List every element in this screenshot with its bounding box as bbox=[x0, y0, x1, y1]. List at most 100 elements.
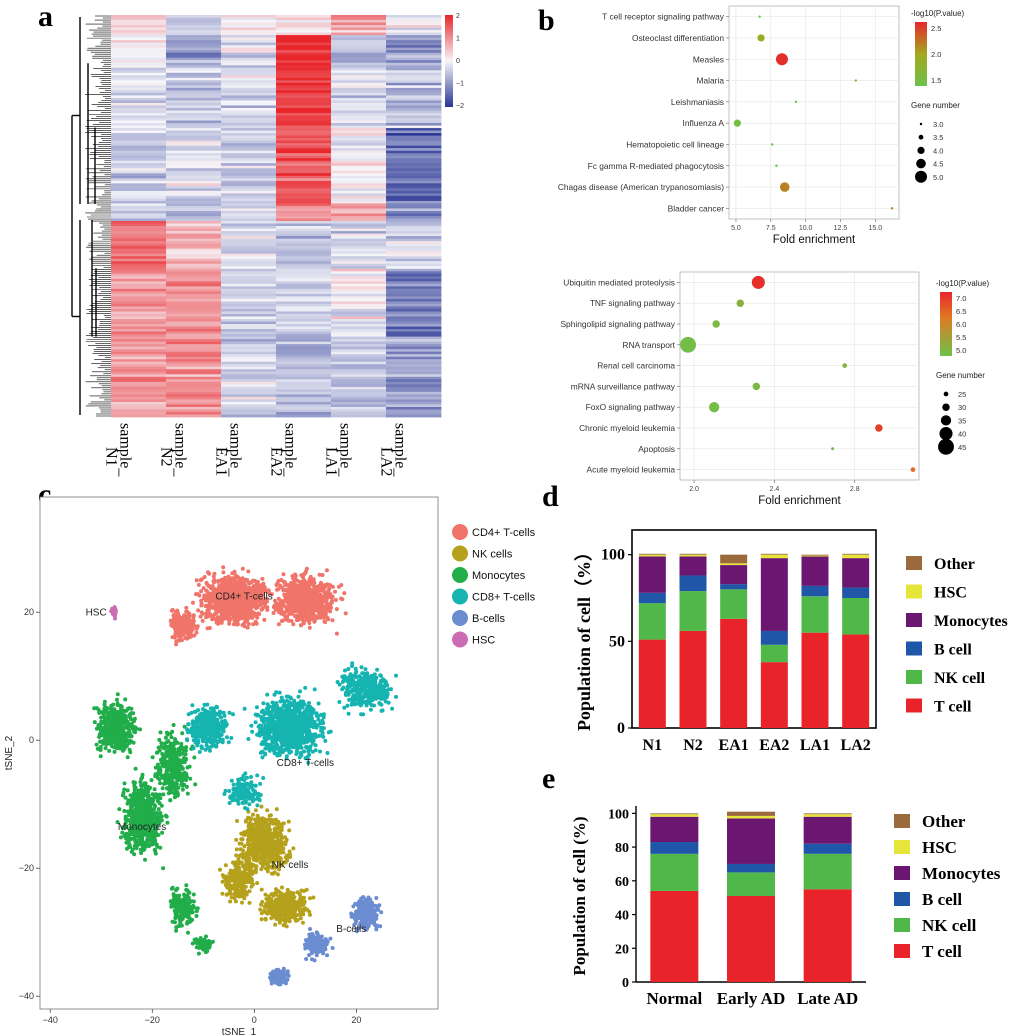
heatmap-cell bbox=[221, 286, 277, 290]
tsne-point bbox=[173, 898, 178, 903]
heatmap-cell bbox=[111, 15, 167, 18]
tsne-point bbox=[157, 811, 162, 816]
heatmap-cell bbox=[331, 281, 387, 285]
heatmap-cell bbox=[386, 329, 442, 332]
heatmap-cell bbox=[331, 90, 387, 94]
heatmap-cell bbox=[386, 145, 442, 149]
heatmap-cell bbox=[331, 158, 387, 162]
tsne-point bbox=[277, 895, 281, 900]
heatmap-cell bbox=[111, 185, 167, 189]
tsne-point bbox=[291, 912, 296, 917]
tsne-point bbox=[110, 711, 114, 716]
tsne-point bbox=[115, 714, 120, 718]
heatmap-cell bbox=[386, 32, 442, 36]
heatmap-cell bbox=[331, 381, 387, 385]
heatmap-cell bbox=[166, 112, 222, 116]
heatmap-cell bbox=[166, 324, 222, 327]
tsne-point bbox=[154, 818, 159, 823]
heatmap-cell bbox=[276, 316, 332, 320]
tsne-point bbox=[261, 825, 266, 830]
heatmap-cell bbox=[166, 361, 222, 365]
tsne-point bbox=[128, 845, 133, 849]
heatmap-cell bbox=[276, 298, 332, 302]
heatmap-cell bbox=[221, 155, 277, 159]
heatmap-cell bbox=[331, 414, 387, 418]
heatmap-cell bbox=[221, 246, 277, 250]
heatmap-cell bbox=[221, 404, 277, 408]
heatmap-cell bbox=[386, 349, 442, 353]
heatmap-cell bbox=[276, 80, 332, 84]
tsne-point bbox=[143, 857, 147, 862]
heatmap-cell bbox=[276, 384, 332, 388]
heatmap-cell bbox=[331, 135, 387, 139]
heatmap-cell bbox=[386, 60, 442, 64]
tsne-point bbox=[265, 824, 270, 829]
tsne-point bbox=[231, 860, 235, 865]
legend-color-title: -log10(P.value) bbox=[936, 279, 990, 288]
tsne-point bbox=[274, 807, 279, 812]
heatmap-cell bbox=[221, 409, 277, 413]
heatmap-cell bbox=[221, 331, 277, 335]
heatmap-cell bbox=[111, 67, 167, 71]
heatmap-cell bbox=[386, 87, 442, 91]
heatmap-cell bbox=[166, 175, 222, 179]
heatmap-cell bbox=[166, 364, 222, 368]
heatmap-cell bbox=[276, 233, 332, 237]
enrichment-point bbox=[875, 424, 883, 432]
y-tick-label: 20 bbox=[24, 607, 34, 617]
heatmap-cell bbox=[331, 301, 387, 305]
heatmap-cell bbox=[276, 364, 332, 368]
tsne-point bbox=[145, 784, 150, 789]
heatmap-cell bbox=[166, 87, 222, 91]
tsne-point bbox=[163, 813, 168, 818]
tsne-point bbox=[117, 807, 122, 812]
heatmap-cell bbox=[221, 193, 277, 197]
tsne-point bbox=[150, 755, 155, 760]
heatmap-cell bbox=[331, 396, 387, 400]
heatmap-cell bbox=[331, 379, 387, 383]
tsne-point bbox=[237, 841, 242, 846]
heatmap-cell bbox=[331, 278, 387, 282]
heatmap-cell bbox=[276, 15, 332, 18]
tsne-point bbox=[131, 711, 136, 716]
y-tick-label: 0 bbox=[29, 735, 34, 745]
heatmap-cell bbox=[276, 253, 332, 257]
heatmap-cell bbox=[221, 25, 277, 28]
tsne-point bbox=[281, 860, 286, 865]
heatmap-cell bbox=[276, 173, 332, 177]
heatmap-cell bbox=[331, 336, 387, 340]
tsne-point bbox=[102, 699, 107, 704]
heatmap-cell bbox=[221, 311, 277, 315]
tsne-point bbox=[180, 731, 185, 736]
heatmap-cell bbox=[331, 97, 387, 101]
tsne-point bbox=[204, 934, 208, 939]
heatmap-cell bbox=[276, 120, 332, 124]
heatmap-cell bbox=[331, 241, 387, 245]
tsne-point bbox=[167, 759, 172, 763]
heatmap-cell bbox=[386, 221, 442, 224]
tsne-point bbox=[133, 766, 138, 771]
heatmap-cell bbox=[166, 173, 222, 177]
heatmap-cell bbox=[221, 268, 277, 272]
tsne-point bbox=[95, 746, 100, 751]
tsne-point bbox=[132, 719, 136, 724]
tsne-point bbox=[184, 784, 189, 789]
heatmap-cell bbox=[221, 90, 277, 94]
tsne-point bbox=[264, 866, 268, 871]
column-label-line: N1 bbox=[103, 447, 120, 467]
tsne-point bbox=[149, 778, 154, 783]
heatmap-cell bbox=[386, 168, 442, 172]
heatmap-cell bbox=[166, 40, 222, 44]
heatmap-cell bbox=[331, 57, 387, 61]
tsne-point bbox=[118, 743, 123, 748]
heatmap-cell bbox=[276, 396, 332, 400]
heatmap-cell bbox=[331, 356, 387, 360]
tsne-point bbox=[163, 735, 168, 740]
tsne-point bbox=[362, 904, 367, 909]
heatmap-cell bbox=[386, 246, 442, 250]
heatmap-cell bbox=[166, 291, 222, 295]
heatmap-cell bbox=[276, 404, 332, 408]
heatmap-cell bbox=[166, 384, 222, 388]
tsne-point bbox=[166, 791, 171, 796]
heatmap-cell bbox=[386, 356, 442, 360]
